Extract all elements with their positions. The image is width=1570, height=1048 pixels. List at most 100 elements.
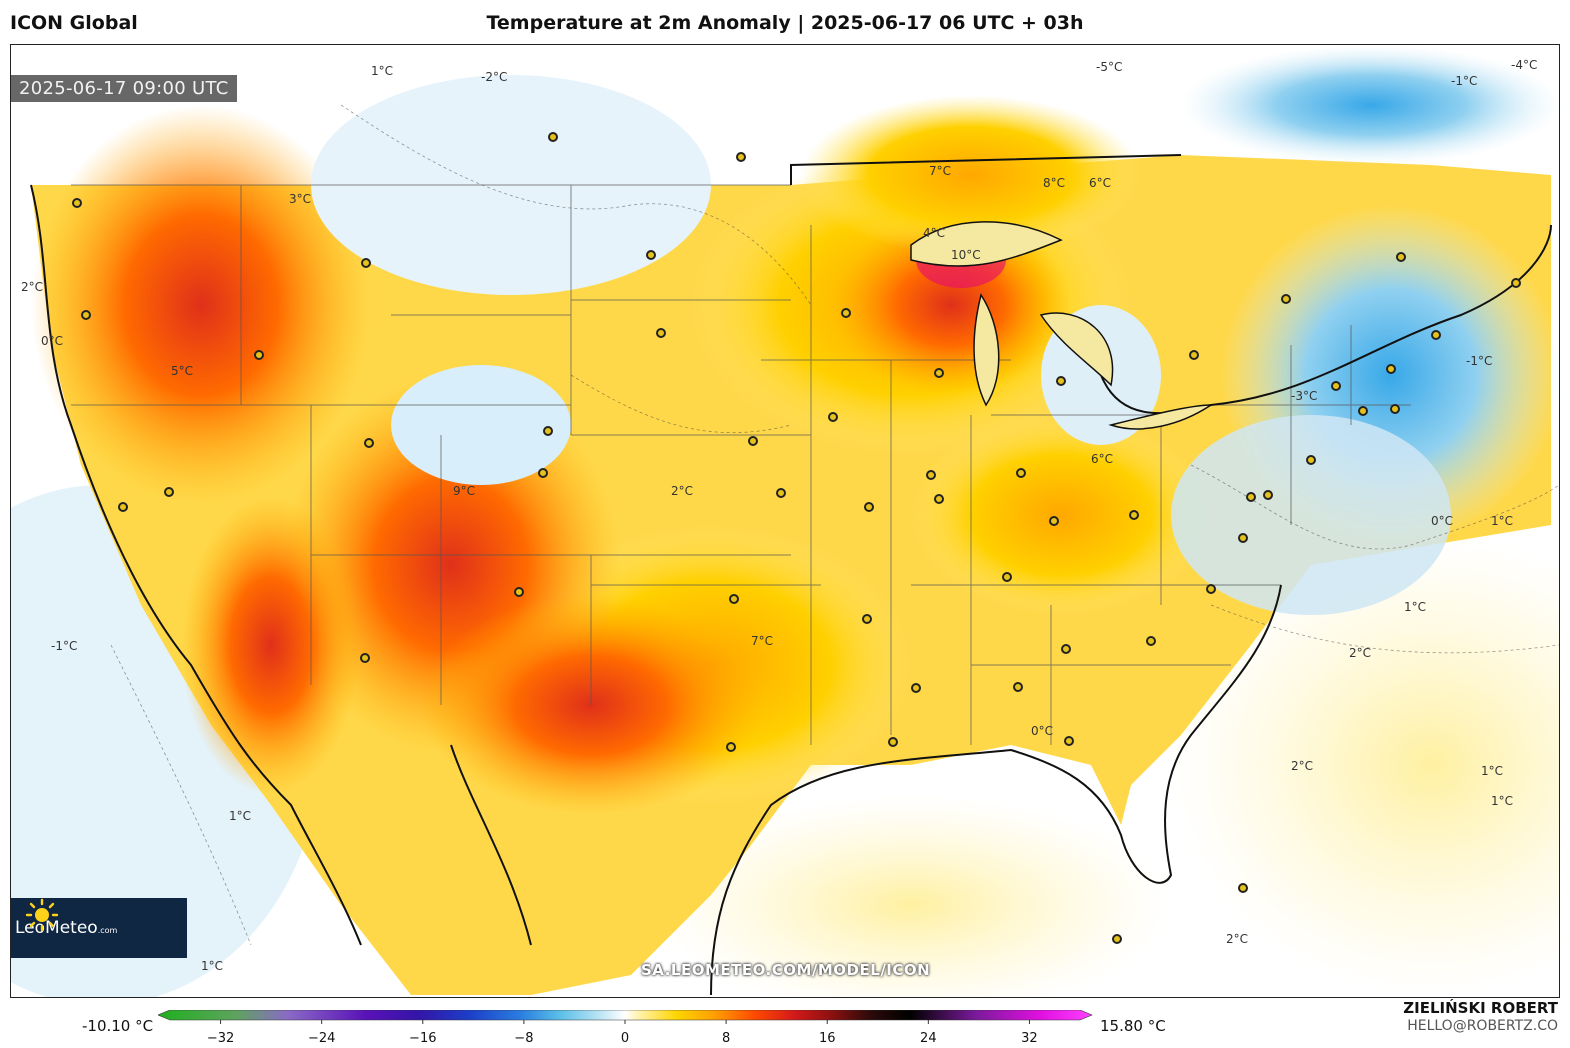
city-marker — [736, 152, 746, 162]
quebec-cool — [1181, 45, 1559, 165]
city-marker — [1331, 381, 1341, 391]
ontario-warm — [801, 95, 1141, 255]
city-marker — [1189, 350, 1199, 360]
contour-label: 6°C — [1091, 452, 1113, 466]
city-marker — [1431, 330, 1441, 340]
contour-label: 9°C — [453, 484, 475, 498]
contour-lines — [110, 104, 1559, 946]
contour-label: -5°C — [1096, 60, 1122, 74]
city-marker — [1002, 572, 1012, 582]
map-canvas: 1°C -2°C 2°C 0°C 3°C -5°C -4°C -1°C 7°C … — [11, 45, 1559, 997]
city-marker — [1511, 278, 1521, 288]
colorbar-min-label: -10.10 °C — [82, 1017, 154, 1035]
contour-label: -3°C — [1291, 389, 1317, 403]
great-basin-hot — [181, 495, 361, 795]
city-marker — [726, 742, 736, 752]
city-marker — [361, 258, 371, 268]
contour-label: -1°C — [1451, 74, 1477, 88]
city-marker — [1246, 492, 1256, 502]
contour-label: 1°C — [371, 64, 393, 78]
city-marker — [926, 470, 936, 480]
contour-label: 2°C — [1226, 932, 1248, 946]
city-marker — [841, 308, 851, 318]
city-marker — [364, 438, 374, 448]
colorbar-tick-label: 24 — [920, 1031, 937, 1046]
city-marker — [1112, 934, 1122, 944]
city-marker — [1386, 364, 1396, 374]
contour-label: 2°C — [21, 280, 43, 294]
model-name: ICON Global — [10, 12, 138, 34]
city-marker — [548, 132, 558, 142]
contour-label: 2°C — [1349, 646, 1371, 660]
mid-atlantic-cool — [1171, 415, 1451, 615]
colorbar-max-label: 15.80 °C — [1100, 1017, 1166, 1035]
contour-label: 2°C — [671, 484, 693, 498]
colorbar-tick-label: −16 — [409, 1031, 436, 1046]
coastlines — [30, 154, 1552, 996]
city-marker — [729, 594, 739, 604]
city-marker — [656, 328, 666, 338]
contour-label: 8°C — [1043, 176, 1065, 190]
contour-label: 0°C — [1031, 724, 1053, 738]
source-url: SA.LEOMETEO.COM/MODEL/ICON — [641, 961, 931, 979]
contour-label: -1°C — [51, 639, 77, 653]
colorbar: −32 −24 −16 −8 0 8 16 24 32 — [158, 1010, 1093, 1046]
city-marker — [1061, 644, 1071, 654]
contour-label: 2°C — [1291, 759, 1313, 773]
city-marker — [864, 502, 874, 512]
city-marker — [538, 468, 548, 478]
contour-label: 10°C — [951, 248, 981, 262]
city-marker — [514, 587, 524, 597]
contour-label: 7°C — [751, 634, 773, 648]
city-marker — [1238, 883, 1248, 893]
city-marker — [1396, 252, 1406, 262]
city-marker — [748, 436, 758, 446]
author-email: HELLO@ROBERTZ.CO — [1407, 1018, 1558, 1034]
city-marker — [164, 487, 174, 497]
city-marker — [934, 368, 944, 378]
contour-label: -2°C — [481, 70, 507, 84]
city-marker — [1016, 468, 1026, 478]
great-lakes-hot — [831, 215, 1071, 395]
leometeo-logo: LeoMeteo.com — [11, 898, 187, 958]
city-marker — [360, 653, 370, 663]
contour-label: 1°C — [1491, 794, 1513, 808]
city-marker — [254, 350, 264, 360]
author-name: ZIELIŃSKI ROBERT — [1403, 999, 1558, 1017]
city-marker — [1206, 584, 1216, 594]
city-marker — [1306, 455, 1316, 465]
city-marker — [646, 250, 656, 260]
city-marker — [1129, 510, 1139, 520]
colorbar-tick-label: 0 — [621, 1031, 629, 1046]
city-marker — [862, 614, 872, 624]
city-marker — [911, 683, 921, 693]
contour-labels: 1°C -2°C 2°C 0°C 3°C -5°C -4°C -1°C 7°C … — [21, 58, 1537, 973]
city-marker — [1263, 490, 1273, 500]
city-marker — [776, 488, 786, 498]
colorbar-tick-label: −24 — [308, 1031, 335, 1046]
valid-time-badge: 2025-06-17 09:00 UTC — [11, 75, 237, 102]
atlantic-warm-area — [1171, 535, 1559, 995]
map-title: Temperature at 2m Anomaly | 2025-06-17 0… — [486, 12, 1084, 34]
state-borders — [71, 184, 1411, 745]
contour-label: 1°C — [201, 959, 223, 973]
city-marker — [72, 198, 82, 208]
city-marker — [81, 310, 91, 320]
city-marker — [118, 502, 128, 512]
contour-label: 7°C — [929, 164, 951, 178]
contour-label: 1°C — [1481, 764, 1503, 778]
colorbar-tick-label: 32 — [1021, 1031, 1038, 1046]
sun-icon — [25, 898, 59, 932]
colorbar-tick-label: −32 — [207, 1031, 234, 1046]
colorbar-tick-label: −8 — [514, 1031, 533, 1046]
city-marker — [1281, 294, 1291, 304]
contour-label: 1°C — [1404, 600, 1426, 614]
contour-label: 3°C — [289, 192, 311, 206]
city-marker — [1390, 404, 1400, 414]
city-marker — [1358, 406, 1368, 416]
colorbar-tick-label: 8 — [722, 1031, 730, 1046]
colorbar-ticks: −32 −24 −16 −8 0 8 16 24 32 — [207, 1020, 1038, 1046]
gulf-warm-area — [651, 795, 1171, 997]
wyoming-cool — [391, 365, 571, 485]
contour-label: 6°C — [1089, 176, 1111, 190]
